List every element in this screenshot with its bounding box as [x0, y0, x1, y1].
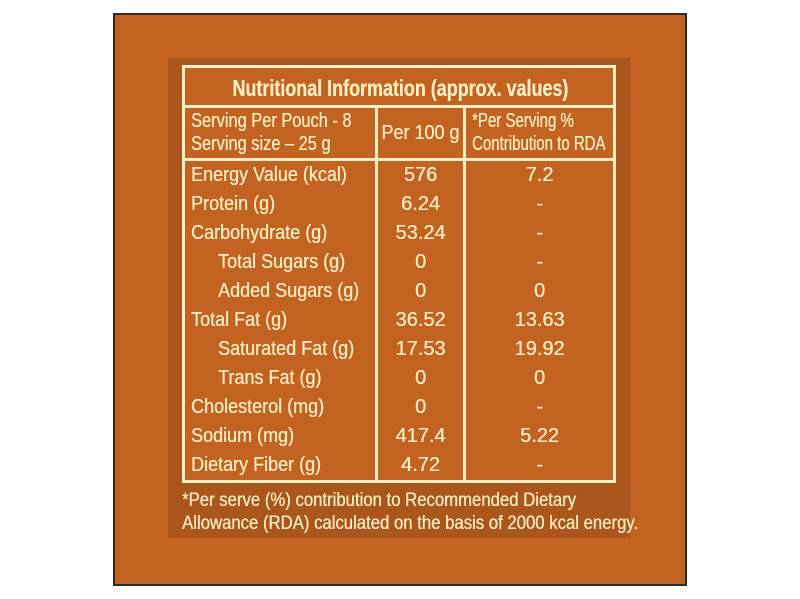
nutrient-label: Cholesterol (mg)	[191, 396, 325, 418]
header-serving-per-pouch: Serving Per Pouch - 8	[191, 110, 352, 132]
rda-percent-value: 19.92	[463, 335, 613, 364]
footnote: *Per serve (%) contribution to Recommend…	[182, 489, 700, 535]
nutrient-label: Trans Fat (g)	[218, 367, 322, 389]
nutrient-label: Carbohydrate (g)	[191, 222, 328, 244]
nutrient-label: Energy Value (kcal)	[191, 164, 347, 186]
nutrient-label: Total Fat (g)	[191, 309, 288, 331]
footnote-line-1: *Per serve (%) contribution to Recommend…	[182, 490, 577, 511]
per-100g-value: 576	[375, 161, 463, 190]
table-header-row: Serving Per Pouch - 8 Serving size – 25 …	[185, 108, 613, 161]
nutrient-label: Added Sugars (g)	[218, 280, 360, 302]
rda-percent-value: 5.22	[463, 422, 613, 451]
table-body: Energy Value (kcal) 576 7.2 Protein (g) 6.24…	[185, 161, 613, 480]
header-per-100g-text: Per 100 g	[381, 121, 460, 144]
nutrition-table: Nutritional Information (approx. values)…	[182, 65, 616, 483]
per-100g-value: 4.72	[375, 451, 463, 480]
product-label-background: Nutritional Information (approx. values)…	[113, 13, 687, 586]
rda-percent-value: 0	[463, 364, 613, 393]
table-title-text: Nutritional Information (approx. values)	[232, 75, 569, 101]
per-100g-value: 0	[375, 248, 463, 277]
per-100g-value: 0	[375, 364, 463, 393]
header-serving-size: Serving size – 25 g	[191, 133, 331, 155]
table-title: Nutritional Information (approx. values)	[185, 68, 613, 108]
header-serving-info: Serving Per Pouch - 8 Serving size – 25 …	[185, 108, 375, 158]
per-100g-value: 0	[375, 393, 463, 422]
footnote-line-2: Allowance (RDA) calculated on the basis …	[182, 513, 639, 534]
rda-percent-value: 13.63	[463, 306, 613, 335]
rda-percent-value: -	[463, 248, 613, 277]
per-100g-value: 17.53	[375, 335, 463, 364]
nutrient-label: Protein (g)	[191, 193, 276, 215]
per-100g-value: 417.4	[375, 422, 463, 451]
header-contribution-to-rda: Contribution to RDA	[472, 133, 606, 155]
rda-percent-value: -	[463, 451, 613, 480]
nutrient-label: Sodium (mg)	[191, 425, 295, 447]
nutrient-label: Dietary Fiber (g)	[191, 454, 322, 476]
header-per-serving-percent: *Per Serving %	[472, 110, 574, 132]
header-per-100g: Per 100 g	[375, 108, 463, 158]
per-100g-value: 36.52	[375, 306, 463, 335]
rda-percent-value: -	[463, 190, 613, 219]
header-rda-contribution: *Per Serving % Contribution to RDA	[463, 108, 613, 158]
rda-percent-value: -	[463, 393, 613, 422]
nutrition-label-panel: Nutritional Information (approx. values)…	[168, 58, 638, 538]
nutrient-label: Total Sugars (g)	[218, 251, 346, 273]
rda-percent-value: 7.2	[463, 161, 613, 190]
per-100g-value: 6.24	[375, 190, 463, 219]
rda-percent-value: 0	[463, 277, 613, 306]
nutrient-label: Saturated Fat (g)	[218, 338, 355, 360]
per-100g-value: 53.24	[375, 219, 463, 248]
rda-percent-value: -	[463, 219, 613, 248]
per-100g-value: 0	[375, 277, 463, 306]
